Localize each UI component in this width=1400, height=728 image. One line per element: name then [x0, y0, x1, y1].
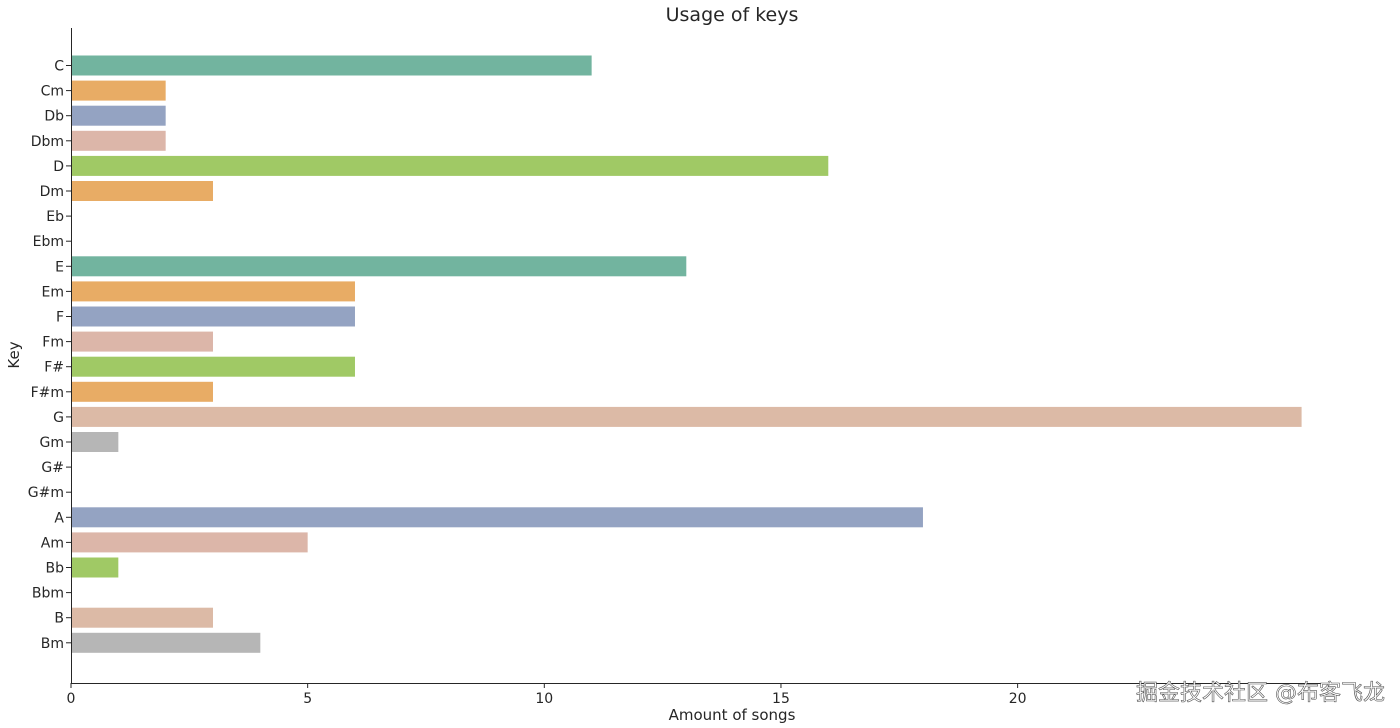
bar-fm	[72, 331, 213, 352]
y-tick-label: Gm	[40, 435, 65, 451]
bar-g	[72, 406, 1302, 427]
y-tick-label: Cm	[41, 84, 64, 100]
bar-bb	[72, 557, 119, 578]
bar-fsharpm	[72, 381, 213, 402]
y-tick-label: Em	[42, 284, 64, 300]
y-tick-label: Ebm	[33, 234, 64, 250]
bar-am	[72, 532, 308, 553]
bar-gm	[72, 432, 119, 452]
y-tick-label: Bb	[46, 561, 65, 577]
y-tick-label: F#m	[31, 385, 64, 401]
bar-em	[72, 281, 355, 302]
y-tick-label: Dm	[40, 184, 64, 200]
y-tick-label: Fm	[42, 335, 64, 351]
x-tick-label: 10	[535, 691, 553, 707]
chart-title: Usage of keys	[666, 4, 799, 26]
bar-db	[72, 105, 166, 126]
y-tick-label: G#m	[28, 485, 64, 501]
x-tick-label: 5	[303, 691, 312, 707]
bar-dbm	[72, 130, 166, 151]
watermark: 掘金技术社区 @布客飞龙	[1136, 681, 1385, 706]
y-tick-label: Db	[44, 109, 64, 125]
x-tick-label: 20	[1009, 691, 1027, 707]
y-tick-label: E	[55, 259, 64, 275]
y-tick-label: Am	[41, 535, 64, 551]
bars-group	[72, 55, 1302, 653]
bar-dm	[72, 181, 213, 201]
bar-e	[72, 256, 687, 277]
y-tick-label: F#	[44, 360, 64, 376]
y-tick-label: Bm	[41, 636, 64, 652]
y-tick-label: C	[54, 59, 64, 75]
y-tick-label: B	[54, 611, 64, 627]
x-axis-label: Amount of songs	[669, 706, 796, 724]
y-tick-label: G	[53, 410, 64, 426]
y-tick-label: Bbm	[32, 586, 64, 602]
bar-c	[72, 55, 592, 76]
bar-d	[72, 155, 829, 176]
x-tick-label: 0	[67, 691, 76, 707]
y-tick-label: A	[54, 510, 64, 526]
bar-a	[72, 507, 923, 528]
y-tick-label: F	[56, 310, 64, 326]
bar-b	[72, 607, 213, 628]
x-ticks-group: 0 5 10 15 20	[67, 683, 1027, 707]
x-tick-label: 15	[772, 691, 790, 707]
bar-bm	[72, 632, 261, 653]
y-tick-label: Eb	[46, 209, 64, 225]
y-axis-label: Key	[5, 341, 23, 368]
y-tick-label: Dbm	[31, 134, 64, 150]
y-tick-label: G#	[41, 460, 64, 476]
bar-cm	[72, 80, 166, 101]
y-ticks-group: C Cm Db Dbm D Dm Eb Ebm E Em F Fm F# F#m G Gm G# G#m A Am Bb…	[28, 59, 71, 652]
y-tick-label: D	[53, 159, 64, 175]
bar-fsharp	[72, 356, 355, 377]
bar-f	[72, 306, 355, 327]
